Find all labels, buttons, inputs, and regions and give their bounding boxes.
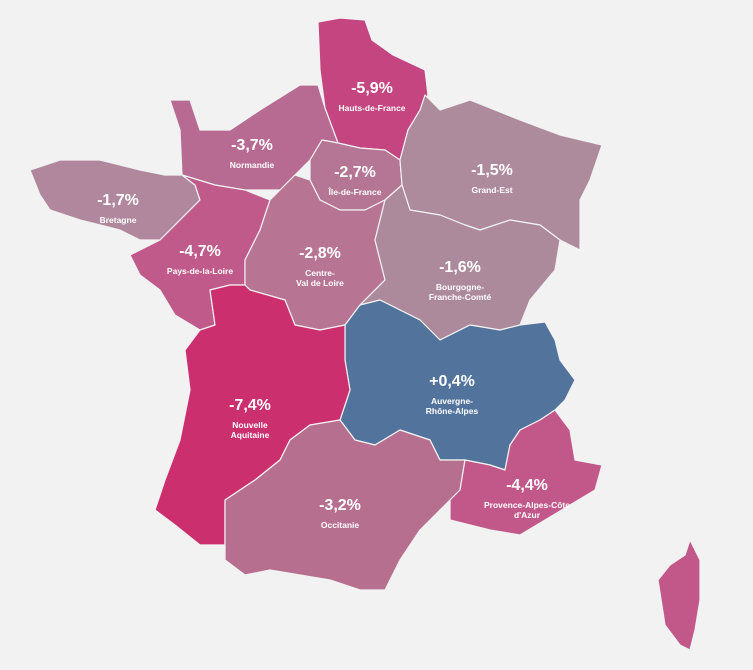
region-name: Occitanie [321, 520, 360, 530]
region-value: +0,4% [429, 373, 475, 390]
region-value: -2,8% [299, 245, 341, 262]
region-value: -5,9% [351, 80, 393, 97]
region-name: Nouvelle [232, 420, 268, 430]
region-name: Rhône-Alpes [426, 406, 479, 416]
region-value: -3,7% [231, 137, 273, 154]
region-value: -1,5% [471, 162, 513, 179]
region-name: Pays-de-la-Loire [167, 266, 233, 276]
region-name: Val de Loire [296, 278, 344, 288]
region-value: -3,2% [319, 497, 361, 514]
region-name: Grand-Est [471, 185, 512, 195]
region-name: Bretagne [100, 215, 137, 225]
region-name: Bourgogne- [436, 282, 484, 292]
region-name: Auvergne- [431, 396, 473, 406]
region-value: -2,7% [334, 164, 376, 181]
region [449, 409, 603, 536]
region-value: -1,6% [439, 259, 481, 276]
region-value: -1,7% [97, 192, 139, 209]
region-value: -4,7% [179, 243, 221, 260]
region [657, 539, 701, 651]
region-name: Normandie [230, 160, 275, 170]
region-name: Aquitaine [231, 430, 270, 440]
region-name: Hauts-de-France [338, 103, 405, 113]
region-name: Provence-Alpes-Côte [484, 500, 570, 510]
region-name: Île-de-France [328, 186, 382, 197]
region-value: -7,4% [229, 397, 271, 414]
region-name: Centre- [305, 268, 335, 278]
region-name: Franche-Comté [429, 292, 492, 302]
region-value: -4,4% [506, 477, 548, 494]
region-name: d'Azur [514, 510, 541, 520]
